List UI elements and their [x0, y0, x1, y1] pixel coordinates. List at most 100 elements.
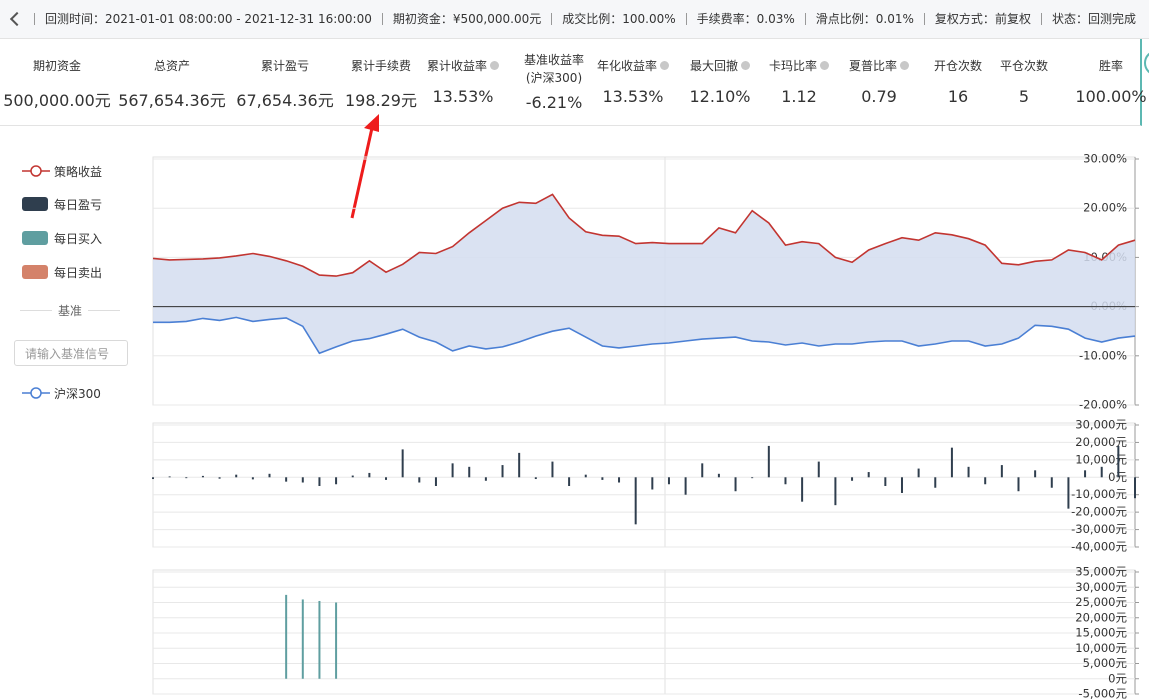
benchmark-divider: 基准: [14, 302, 126, 319]
bar: [318, 600, 321, 679]
bar: [484, 477, 487, 481]
bar: [601, 477, 604, 480]
header-label: 滑点比例：: [815, 12, 876, 26]
y-tick-label: 25,000元: [1075, 595, 1127, 609]
header-label: 期初资金：: [392, 12, 453, 26]
header-value: 2021-01-01 08:00:00 - 2021-12-31 16:00:0…: [105, 12, 372, 26]
plot-frame: [152, 569, 1136, 695]
legend-item[interactable]: 沪深300: [22, 385, 101, 401]
metric-label: 胜率: [1052, 57, 1149, 74]
bar: [1134, 477, 1136, 499]
header-item: 回测时间：2021-01-01 08:00:00 - 2021-12-31 16…: [34, 13, 382, 25]
metric-sublabel: (沪深300): [525, 71, 583, 85]
metric-label-text: 卡玛比率: [768, 59, 817, 73]
legend-item[interactable]: 每日买入: [22, 230, 102, 246]
header-item: 手续费率：0.03%: [685, 13, 805, 25]
header-value: 100.00%: [622, 12, 676, 26]
header-item: 滑点比例：0.01%: [804, 12, 924, 26]
bar: [950, 447, 953, 478]
bar: [717, 473, 720, 478]
bar: [801, 477, 804, 502]
bar: [1100, 466, 1103, 478]
bar: [734, 477, 737, 492]
metric-label: 夏普比率: [820, 57, 938, 74]
metric-label-text: 累计收益率: [426, 59, 487, 73]
bar: [651, 477, 654, 490]
bar: [751, 477, 754, 479]
metric-label-text: 期初资金: [32, 59, 81, 73]
metric-value: 500,000.00元: [3, 91, 111, 110]
metric-value: 12.10%: [689, 87, 751, 106]
bar: [684, 477, 687, 495]
metric: 开仓次数 16: [899, 39, 1017, 125]
bar: [934, 477, 937, 488]
bar: [967, 466, 970, 478]
bar: [318, 477, 321, 486]
y-tick-label: 30.00%: [1083, 152, 1127, 166]
bar: [168, 476, 171, 478]
bar: [834, 477, 837, 506]
header-item: 成交比例：100.00%: [551, 13, 685, 25]
info-icon: [900, 61, 909, 70]
legend-item[interactable]: 每日盈亏: [22, 196, 102, 212]
header-label: 复权方式：: [934, 12, 995, 26]
y-tick-label: -10,000元: [1071, 487, 1127, 501]
metric-label-text: 胜率: [1098, 59, 1123, 73]
area: [153, 306, 1135, 354]
metric-label-text: 基准收益率: [523, 53, 584, 67]
info-icon: [741, 61, 750, 70]
y-tick-label: 20,000元: [1075, 610, 1127, 624]
legend-swatch: [22, 165, 50, 177]
metric-value: 198.29元: [345, 91, 417, 110]
benchmark-input[interactable]: 请输入基准信号: [14, 340, 128, 366]
line: [152, 193, 1136, 277]
legend-label: 每日盈亏: [54, 197, 103, 212]
y-tick-label: -20,000元: [1071, 505, 1127, 519]
legend-swatch: [22, 231, 48, 245]
y-tick-label: 30,000元: [1075, 580, 1127, 594]
y-tick-label: 5,000元: [1083, 656, 1128, 670]
bar: [701, 463, 704, 478]
info-icon: [490, 61, 499, 70]
metric: 胜率 100.00%: [1052, 39, 1149, 125]
metric-value: 567,654.36元: [118, 91, 226, 110]
header-bar: 回测时间：2021-01-01 08:00:00 - 2021-12-31 16…: [0, 0, 1149, 39]
bar: [534, 477, 537, 480]
y-tick-label: -20.00%: [1079, 398, 1127, 412]
legend-item[interactable]: 策略收益: [22, 163, 102, 179]
benchmark-label: 基准: [58, 304, 83, 318]
bar: [1000, 465, 1003, 478]
metrics-panel: 期初资金 500,000.00元 总资产 567,654.36元 累计盈亏 67,654.…: [0, 39, 1147, 126]
metric: 累计盈亏 67,654.36元: [226, 39, 344, 125]
bar: [335, 477, 338, 485]
metric-label: 最大回撤: [661, 57, 779, 74]
legend-swatch: [22, 265, 48, 279]
metric-value: 16: [947, 87, 969, 106]
metric: 夏普比率 0.79: [820, 39, 938, 125]
bar: [518, 452, 521, 478]
bar: [1084, 470, 1087, 478]
metric: 平仓次数 5: [965, 39, 1083, 125]
metric-label-text: 平仓次数: [999, 59, 1048, 73]
y-tick-label: -5,000元: [1078, 687, 1127, 700]
bar: [1117, 445, 1120, 478]
bar: [568, 477, 571, 486]
metric: 累计手续费 198.29元: [322, 39, 440, 125]
metric: 累计收益率 13.53%: [404, 39, 522, 125]
bar: [584, 474, 587, 478]
metric-label: 总资产: [113, 57, 231, 74]
annotation-arrow: [350, 127, 374, 219]
metric-value: 5: [1018, 87, 1030, 106]
metric-label: 累计收益率: [404, 57, 522, 74]
bar: [667, 477, 670, 485]
legend-item[interactable]: 每日卖出: [22, 264, 102, 280]
bar: [434, 477, 437, 486]
bar: [1067, 477, 1070, 509]
metric-label-text: 累计盈亏: [260, 59, 309, 73]
bar: [618, 477, 621, 483]
bar: [201, 475, 204, 478]
info-icon: [820, 61, 829, 70]
legend-label: 每日买入: [54, 231, 103, 246]
y-tick-label: 15,000元: [1075, 626, 1127, 640]
